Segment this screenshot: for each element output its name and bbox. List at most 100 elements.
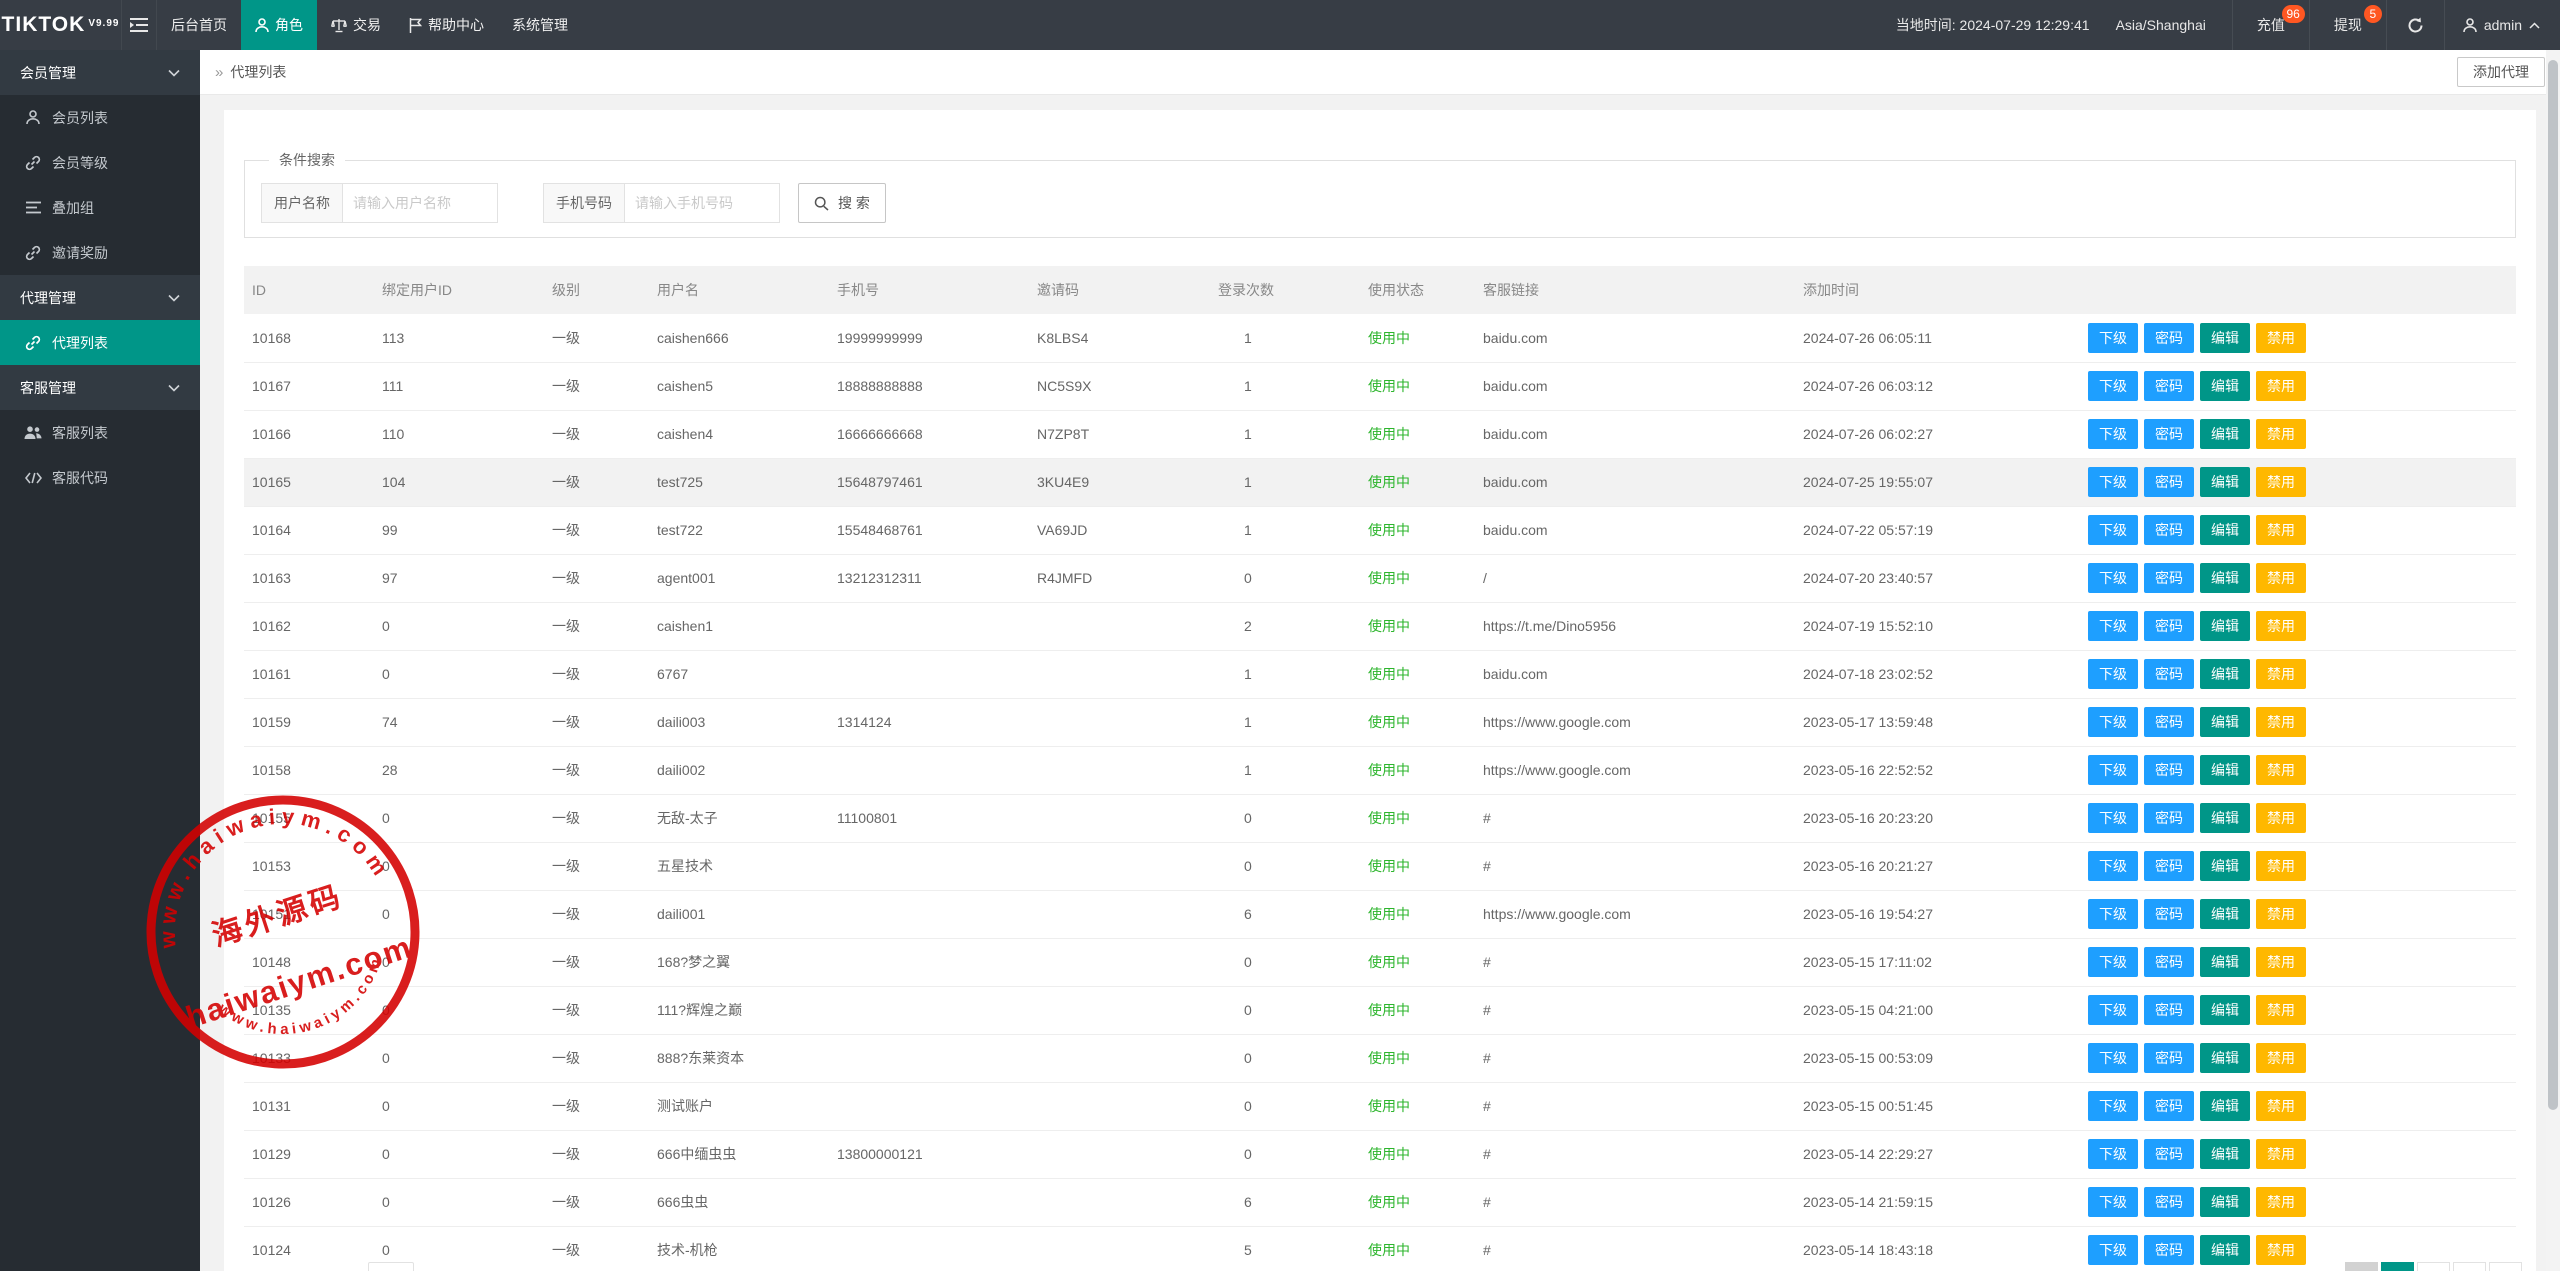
disable-button[interactable]: 禁用 — [2256, 851, 2306, 881]
password-button[interactable]: 密码 — [2144, 659, 2194, 689]
disable-button[interactable]: 禁用 — [2256, 1235, 2306, 1265]
disable-button[interactable]: 禁用 — [2256, 322, 2306, 353]
subordinate-button[interactable]: 下级 — [2088, 1091, 2138, 1121]
subordinate-button[interactable]: 下级 — [2088, 371, 2138, 401]
refresh-icon[interactable] — [2385, 0, 2444, 50]
pagination-prev[interactable] — [2345, 1262, 2378, 1271]
sidebar-item-service-list[interactable]: 客服列表 — [0, 410, 200, 455]
subordinate-button[interactable]: 下级 — [2088, 995, 2138, 1025]
sidebar-item-service-code[interactable]: 客服代码 — [0, 455, 200, 500]
edit-button[interactable]: 编辑 — [2200, 851, 2250, 881]
subordinate-button[interactable]: 下级 — [2088, 563, 2138, 593]
subordinate-button[interactable]: 下级 — [2088, 803, 2138, 833]
password-button[interactable]: 密码 — [2144, 1235, 2194, 1265]
password-button[interactable]: 密码 — [2144, 1187, 2194, 1217]
disable-button[interactable]: 禁用 — [2256, 995, 2306, 1025]
disable-button[interactable]: 禁用 — [2256, 899, 2306, 929]
password-button[interactable]: 密码 — [2144, 322, 2194, 353]
sidebar-group-agent-mgmt[interactable]: 代理管理 — [0, 275, 200, 320]
sidebar-item-member-level[interactable]: 会员等级 — [0, 140, 200, 185]
password-button[interactable]: 密码 — [2144, 1139, 2194, 1169]
edit-button[interactable]: 编辑 — [2200, 1043, 2250, 1073]
sidebar-item-invite-reward[interactable]: 邀请奖励 — [0, 230, 200, 275]
edit-button[interactable]: 编辑 — [2200, 1139, 2250, 1169]
edit-button[interactable]: 编辑 — [2200, 995, 2250, 1025]
pagination-page[interactable] — [2453, 1262, 2486, 1271]
disable-button[interactable]: 禁用 — [2256, 371, 2306, 401]
password-button[interactable]: 密码 — [2144, 515, 2194, 545]
edit-button[interactable]: 编辑 — [2200, 1235, 2250, 1265]
disable-button[interactable]: 禁用 — [2256, 611, 2306, 641]
subordinate-button[interactable]: 下级 — [2088, 1235, 2138, 1265]
phone-input[interactable] — [625, 183, 780, 223]
pagination-page[interactable] — [2417, 1262, 2450, 1271]
sidebar-group-member-mgmt[interactable]: 会员管理 — [0, 50, 200, 95]
nav-item-help-center[interactable]: 帮助中心 — [395, 0, 498, 50]
edit-button[interactable]: 编辑 — [2200, 322, 2250, 353]
nav-item-dashboard[interactable]: 后台首页 — [171, 17, 227, 33]
edit-button[interactable]: 编辑 — [2200, 755, 2250, 785]
edit-button[interactable]: 编辑 — [2200, 515, 2250, 545]
withdraw-menu[interactable]: 提现 5 — [2308, 0, 2386, 50]
nav-item-system[interactable]: 系统管理 — [512, 17, 568, 33]
password-button[interactable]: 密码 — [2144, 467, 2194, 497]
username-input[interactable] — [343, 183, 498, 223]
edit-button[interactable]: 编辑 — [2200, 947, 2250, 977]
sidebar-group-service-mgmt[interactable]: 客服管理 — [0, 365, 200, 410]
disable-button[interactable]: 禁用 — [2256, 707, 2306, 737]
subordinate-button[interactable]: 下级 — [2088, 899, 2138, 929]
disable-button[interactable]: 禁用 — [2256, 515, 2306, 545]
sidebar-item-member-list[interactable]: 会员列表 — [0, 95, 200, 140]
sidebar-item-agent-list[interactable]: 代理列表 — [0, 320, 200, 365]
pagination-page[interactable] — [2489, 1262, 2522, 1271]
edit-button[interactable]: 编辑 — [2200, 707, 2250, 737]
subordinate-button[interactable]: 下级 — [2088, 322, 2138, 353]
password-button[interactable]: 密码 — [2144, 419, 2194, 449]
subordinate-button[interactable]: 下级 — [2088, 1043, 2138, 1073]
menu-toggle-icon[interactable] — [121, 0, 157, 50]
subordinate-button[interactable]: 下级 — [2088, 515, 2138, 545]
disable-button[interactable]: 禁用 — [2256, 1091, 2306, 1121]
edit-button[interactable]: 编辑 — [2200, 1187, 2250, 1217]
edit-button[interactable]: 编辑 — [2200, 563, 2250, 593]
disable-button[interactable]: 禁用 — [2256, 1187, 2306, 1217]
disable-button[interactable]: 禁用 — [2256, 467, 2306, 497]
disable-button[interactable]: 禁用 — [2256, 1043, 2306, 1073]
pagination-page-current[interactable] — [2381, 1262, 2414, 1271]
edit-button[interactable]: 编辑 — [2200, 371, 2250, 401]
page-size-box[interactable] — [368, 1262, 414, 1271]
password-button[interactable]: 密码 — [2144, 947, 2194, 977]
disable-button[interactable]: 禁用 — [2256, 803, 2306, 833]
password-button[interactable]: 密码 — [2144, 707, 2194, 737]
password-button[interactable]: 密码 — [2144, 1043, 2194, 1073]
nav-item-trade[interactable]: 交易 — [317, 0, 395, 50]
edit-button[interactable]: 编辑 — [2200, 659, 2250, 689]
edit-button[interactable]: 编辑 — [2200, 1091, 2250, 1121]
password-button[interactable]: 密码 — [2144, 803, 2194, 833]
password-button[interactable]: 密码 — [2144, 995, 2194, 1025]
subordinate-button[interactable]: 下级 — [2088, 659, 2138, 689]
subordinate-button[interactable]: 下级 — [2088, 419, 2138, 449]
password-button[interactable]: 密码 — [2144, 611, 2194, 641]
subordinate-button[interactable]: 下级 — [2088, 851, 2138, 881]
add-agent-button[interactable]: 添加代理 — [2457, 57, 2545, 87]
search-button[interactable]: 搜 索 — [798, 183, 886, 223]
disable-button[interactable]: 禁用 — [2256, 563, 2306, 593]
edit-button[interactable]: 编辑 — [2200, 611, 2250, 641]
disable-button[interactable]: 禁用 — [2256, 755, 2306, 785]
sidebar-item-stack-group[interactable]: 叠加组 — [0, 185, 200, 230]
subordinate-button[interactable]: 下级 — [2088, 611, 2138, 641]
password-button[interactable]: 密码 — [2144, 563, 2194, 593]
password-button[interactable]: 密码 — [2144, 755, 2194, 785]
edit-button[interactable]: 编辑 — [2200, 899, 2250, 929]
recharge-menu[interactable]: 充值 96 — [2231, 0, 2309, 50]
disable-button[interactable]: 禁用 — [2256, 1139, 2306, 1169]
password-button[interactable]: 密码 — [2144, 1091, 2194, 1121]
password-button[interactable]: 密码 — [2144, 851, 2194, 881]
subordinate-button[interactable]: 下级 — [2088, 1187, 2138, 1217]
user-menu[interactable]: admin — [2443, 0, 2560, 50]
disable-button[interactable]: 禁用 — [2256, 659, 2306, 689]
subordinate-button[interactable]: 下级 — [2088, 707, 2138, 737]
nav-item-role[interactable]: 角色 — [241, 0, 317, 50]
subordinate-button[interactable]: 下级 — [2088, 1139, 2138, 1169]
